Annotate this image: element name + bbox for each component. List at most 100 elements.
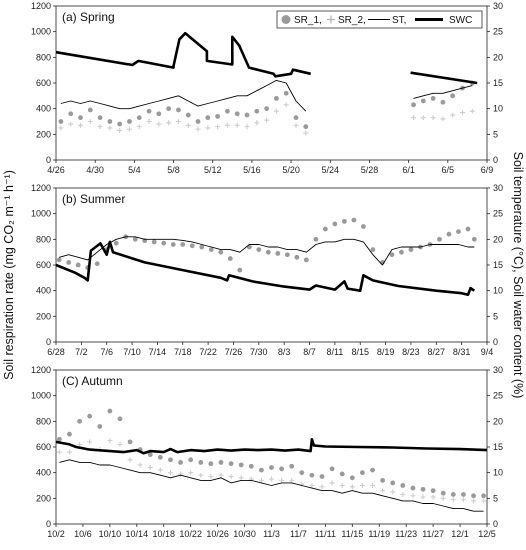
summer-y-right-tick-label: 30 (493, 183, 503, 193)
summer-sr1-point (322, 226, 328, 232)
summer-sr1-point (408, 247, 414, 253)
y-axis-label-right: Soil temperature (°C), Soil water conten… (511, 152, 525, 399)
autumn-x-tick-label: 10/22 (179, 529, 202, 539)
summer-sr1-point (313, 236, 319, 242)
spring-sr1-point (78, 115, 83, 121)
spring-x-tick-label: 5/28 (361, 165, 379, 175)
autumn-sr1-point (380, 477, 386, 483)
autumn-x-tick-label: 10/18 (152, 529, 175, 539)
autumn-sr1-point (299, 470, 305, 476)
summer-x-tick-label: 7/6 (100, 347, 113, 357)
spring-sr1-point (205, 115, 211, 121)
autumn-sr1-point (208, 461, 214, 467)
autumn-y-right-tick-label: 25 (493, 391, 503, 401)
spring-sr2-point (440, 116, 446, 122)
spring-sr1-point (411, 102, 416, 108)
autumn-sr2-point (208, 474, 214, 480)
summer-x-tick-label: 8/19 (377, 347, 395, 357)
spring-y-right-tick-label: 25 (493, 27, 503, 37)
spring-sr1-point (68, 111, 74, 117)
autumn-sr1-point (258, 467, 264, 473)
spring-sr2-point (136, 124, 142, 130)
spring-y-left-tick-label: 200 (36, 129, 51, 139)
summer-sr1-point (227, 256, 233, 261)
autumn-sr1-point (107, 408, 113, 414)
summer-x-tick-label: 7/26 (225, 347, 243, 357)
autumn-sr1-point (400, 483, 406, 488)
autumn-x-tick-label: 12/5 (478, 529, 496, 539)
autumn-sr1-point (147, 452, 153, 458)
summer-x-tick-label: 9/4 (481, 347, 494, 357)
summer-y-left-tick-label: 800 (36, 234, 51, 244)
autumn-sr1-point (117, 416, 123, 422)
spring-sr1-point (225, 108, 230, 114)
summer-sr1-point (113, 240, 119, 246)
autumn-sr2-point (319, 484, 325, 490)
autumn-y-right-tick-label: 30 (493, 365, 503, 375)
spring-sr2-point (420, 115, 426, 121)
autumn-sr2-point (380, 488, 386, 494)
autumn-y-right-tick-label: 20 (493, 416, 503, 426)
spring-sr2-point (107, 125, 113, 131)
autumn-y-left-tick-label: 0 (46, 519, 51, 529)
spring-y-right-tick-label: 5 (493, 129, 498, 139)
y-axis-label-left: Soil respiration rate (mg CO₂ m⁻¹ h⁻¹) (2, 170, 16, 380)
autumn-sr1-point (168, 457, 173, 463)
spring-sr1-point (254, 108, 260, 114)
autumn-x-tick-label: 10/26 (206, 529, 229, 539)
summer-y-right-tick-label: 5 (493, 311, 498, 321)
autumn-x-tick-label: 10/2 (47, 529, 65, 539)
spring-sr1-point (185, 112, 191, 118)
autumn-sr2-point (218, 472, 224, 478)
summer-panel-title: (b) Summer (62, 192, 125, 206)
autumn-sr2-point (349, 484, 355, 490)
legend-sr2-label: SR_2, (338, 15, 366, 26)
spring-sr1-point (117, 121, 123, 127)
spring-x-tick-label: 4/30 (86, 165, 104, 175)
autumn-sr2-point (289, 477, 295, 483)
autumn-y-right-tick-label: 5 (493, 493, 498, 503)
spring-x-tick-label: 5/4 (128, 165, 141, 175)
autumn-sr1-point (370, 467, 375, 473)
autumn-sr2-point (228, 474, 234, 480)
legend-sr1-marker (281, 15, 291, 24)
autumn-sr1-point (188, 457, 194, 463)
spring-sr1-point (283, 90, 289, 96)
autumn-sr1-point (56, 436, 62, 442)
panel-summer: 0 200 400 600 800 1000 1200 0 5 10 15 20 25 30 6/28 7/2… (31, 183, 503, 357)
spring-sr1-point (244, 112, 250, 118)
summer-sr1-point (341, 218, 347, 224)
summer-x-tick-label: 8/3 (278, 347, 291, 357)
spring-y-right-tick-label: 20 (493, 52, 503, 62)
autumn-sr2-point (66, 449, 72, 455)
spring-x-tick-label: 5/8 (167, 165, 180, 175)
autumn-y-left-tick-label: 1200 (31, 365, 51, 375)
spring-sr1-point (430, 96, 436, 101)
autumn-x-tick-label: 10/14 (126, 529, 149, 539)
spring-sr1-point (156, 111, 162, 117)
summer-sr1-point (456, 229, 461, 235)
spring-sr2-point (450, 112, 456, 118)
spring-sr1-point (166, 106, 172, 112)
spring-sr1-point (264, 106, 270, 112)
summer-y-right-tick-label: 25 (493, 209, 503, 219)
spring-sr1-point (107, 119, 113, 124)
autumn-sr1-point (228, 461, 234, 467)
spring-sr2-point (126, 126, 132, 132)
autumn-sr2-point (167, 470, 173, 476)
spring-sr2-point (469, 108, 475, 114)
autumn-sr1-point (218, 460, 224, 465)
summer-sr1-point (332, 221, 338, 227)
summer-sr1-point (208, 247, 214, 253)
autumn-sr2-point (157, 467, 163, 473)
spring-sr2-point (430, 115, 436, 121)
summer-sr1-point (446, 231, 452, 237)
spring-x-tick-label: 6/1 (402, 165, 415, 175)
spring-sr2-point (166, 120, 172, 126)
autumn-sr2-point (127, 457, 133, 463)
autumn-sr2-point (339, 483, 345, 488)
spring-sr1-point (97, 115, 103, 121)
spring-y-left-tick-label: 1200 (31, 1, 51, 11)
summer-x-tick-label: 8/15 (351, 347, 369, 357)
